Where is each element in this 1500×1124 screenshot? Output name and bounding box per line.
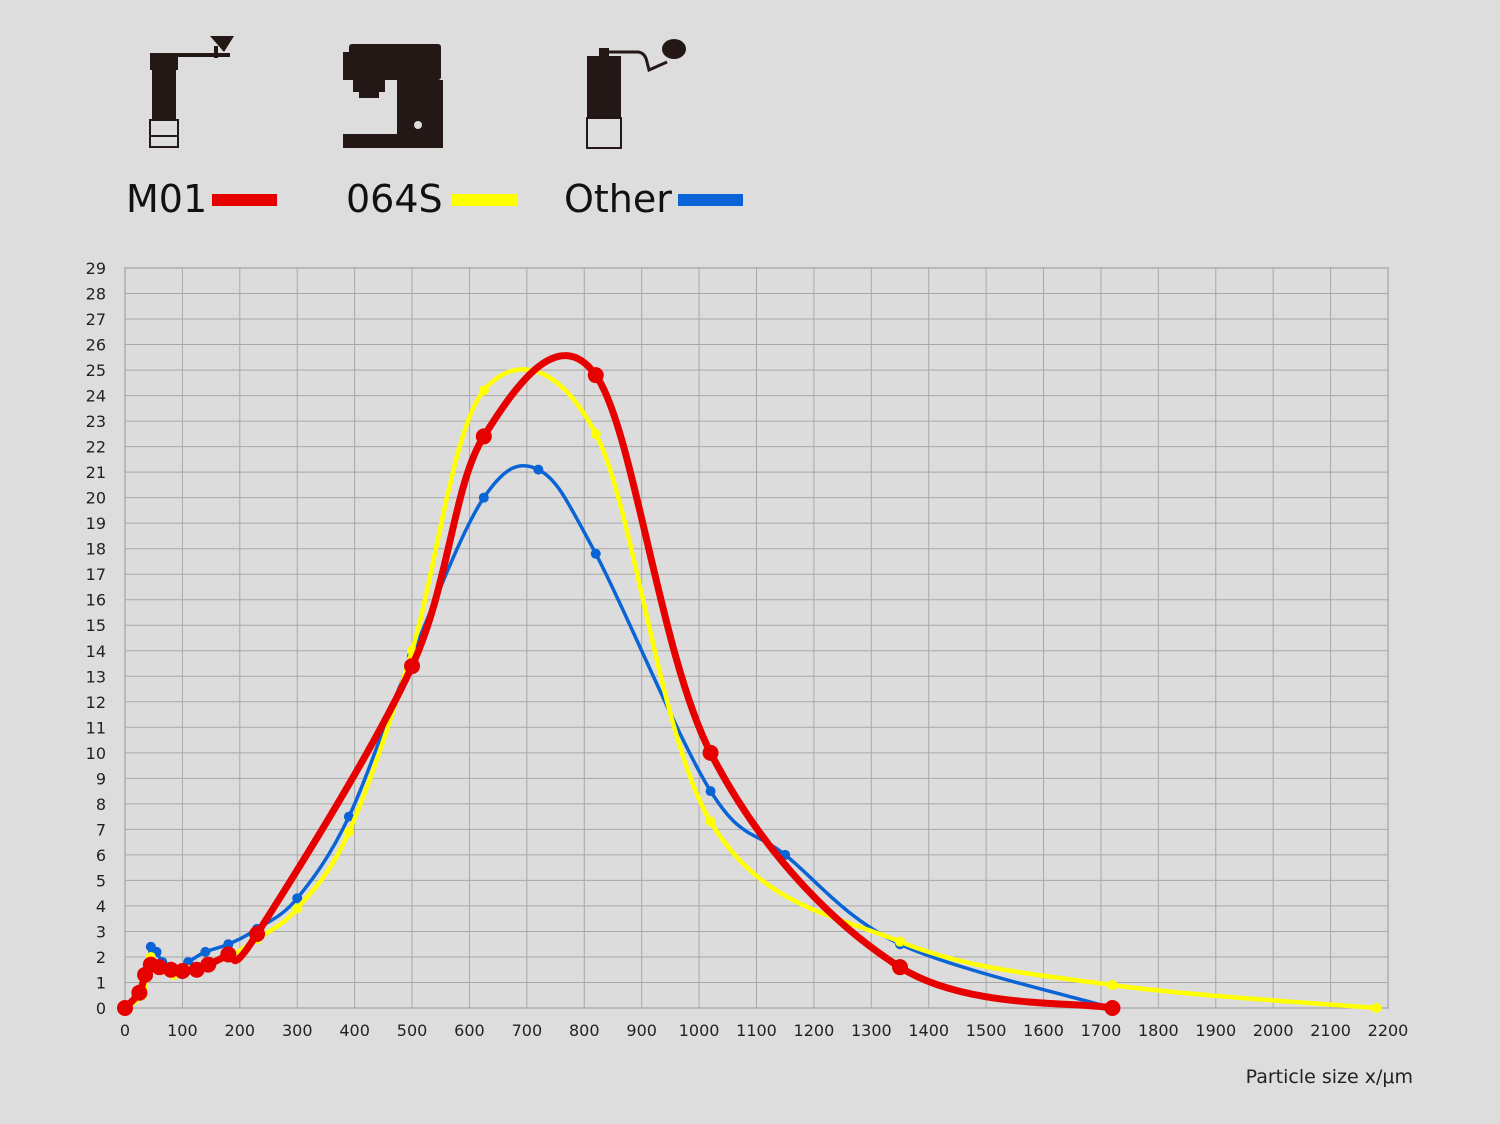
data-point-m01 [702,744,719,761]
y-tick-label: 14 [86,642,106,661]
data-point-m01 [249,926,266,942]
x-tick-label: 1700 [1081,1021,1122,1040]
data-point-other [343,811,354,822]
x-tick-label: 700 [512,1021,543,1040]
data-point-064s [1107,980,1118,991]
grid [124,267,1389,1009]
x-tick-label: 900 [626,1021,657,1040]
data-point-064s [590,428,601,439]
data-point-064s [705,816,716,827]
data-point-064s [1371,1003,1382,1013]
data-point-m01 [200,956,217,973]
series-m01 [117,352,1121,1016]
y-tick-label: 3 [96,922,106,941]
y-tick-label: 8 [96,795,106,814]
legend-label-064s: 064S [346,177,443,221]
data-point-m01 [892,959,909,976]
x-tick-label: 800 [569,1021,600,1040]
hand-grinder-alt-icon [586,39,686,149]
y-tick-label: 28 [86,285,106,304]
data-point-064s [343,826,354,837]
hand-grinder-icon [149,36,234,148]
y-tick-label: 15 [86,616,106,635]
y-tick-label: 29 [86,259,106,278]
y-tick-label: 19 [86,514,106,533]
x-tick-label: 1900 [1195,1021,1236,1040]
x-tick-label: 1300 [851,1021,892,1040]
data-point-m01 [1104,1000,1121,1016]
y-tick-label: 13 [86,667,106,686]
x-tick-label: 100 [167,1021,198,1040]
y-tick-label: 18 [86,540,106,559]
x-tick-label: 1600 [1023,1021,1064,1040]
x-tick-label: 1000 [679,1021,720,1040]
data-point-m01 [404,658,421,675]
x-tick-label: 600 [454,1021,485,1040]
x-tick-label: 2000 [1253,1021,1294,1040]
y-tick-label: 20 [86,489,106,508]
legend-swatch-m01 [212,194,277,206]
x-tick-label: 1500 [966,1021,1007,1040]
y-tick-label: 21 [86,463,106,482]
x-axis-title: Particle size x/μm [1246,1066,1413,1088]
x-tick-label: 2200 [1368,1021,1409,1040]
y-tick-label: 24 [86,387,106,406]
x-tick-label: 1400 [908,1021,949,1040]
y-tick-label: 0 [96,999,106,1018]
data-point-other [223,939,234,950]
y-tick-label: 1 [96,973,106,992]
x-tick-label: 1800 [1138,1021,1179,1040]
legend-swatch-other [678,194,743,206]
data-point-m01 [587,367,604,384]
x-tick-label: 300 [282,1021,313,1040]
y-tick-label: 6 [96,846,106,865]
x-tick-label: 200 [225,1021,256,1040]
legend-label-m01: M01 [126,177,207,221]
legend-label-other: Other [564,177,672,221]
data-point-m01 [117,1000,133,1016]
data-point-064s [895,936,906,947]
legend: M01 064S Other [126,177,743,221]
y-tick-label: 12 [86,693,106,712]
x-tick-label: 400 [339,1021,370,1040]
x-axis: 0 100 200 300 400 500 600 700 800 900 1000 1100 1200… [120,1021,1408,1040]
electric-grinder-icon [343,44,443,148]
y-tick-label: 5 [96,871,106,890]
data-point-m01 [131,984,148,1001]
data-point-other [533,464,544,475]
data-point-064s [292,903,303,914]
data-point-other [200,946,211,957]
y-tick-label: 17 [86,565,106,584]
data-point-064s [478,385,489,396]
x-tick-label: 0 [120,1021,130,1040]
y-tick-label: 9 [96,769,106,788]
data-point-m01 [220,946,237,963]
y-tick-label: 16 [86,591,106,610]
data-point-m01 [475,428,492,445]
data-point-other [705,786,716,797]
data-point-other [292,893,303,904]
x-tick-label: 1200 [794,1021,835,1040]
y-tick-label: 23 [86,412,106,431]
y-axis: 0123456789101112131415161718192021222324… [86,259,106,1018]
y-tick-label: 25 [86,361,106,380]
y-tick-label: 2 [96,948,106,967]
data-point-m01 [174,963,191,979]
x-tick-label: 500 [397,1021,428,1040]
y-tick-label: 26 [86,336,106,355]
y-tick-label: 11 [86,718,106,737]
legend-swatch-064s [452,194,517,206]
data-point-other [590,548,601,559]
y-tick-label: 27 [86,310,106,329]
series-layer [117,352,1382,1016]
data-point-other [478,492,489,503]
y-tick-label: 22 [86,438,106,457]
x-tick-label: 1100 [736,1021,777,1040]
x-tick-label: 2100 [1310,1021,1351,1040]
y-tick-label: 10 [86,744,106,763]
y-tick-label: 7 [96,820,106,839]
y-tick-label: 4 [96,897,106,916]
